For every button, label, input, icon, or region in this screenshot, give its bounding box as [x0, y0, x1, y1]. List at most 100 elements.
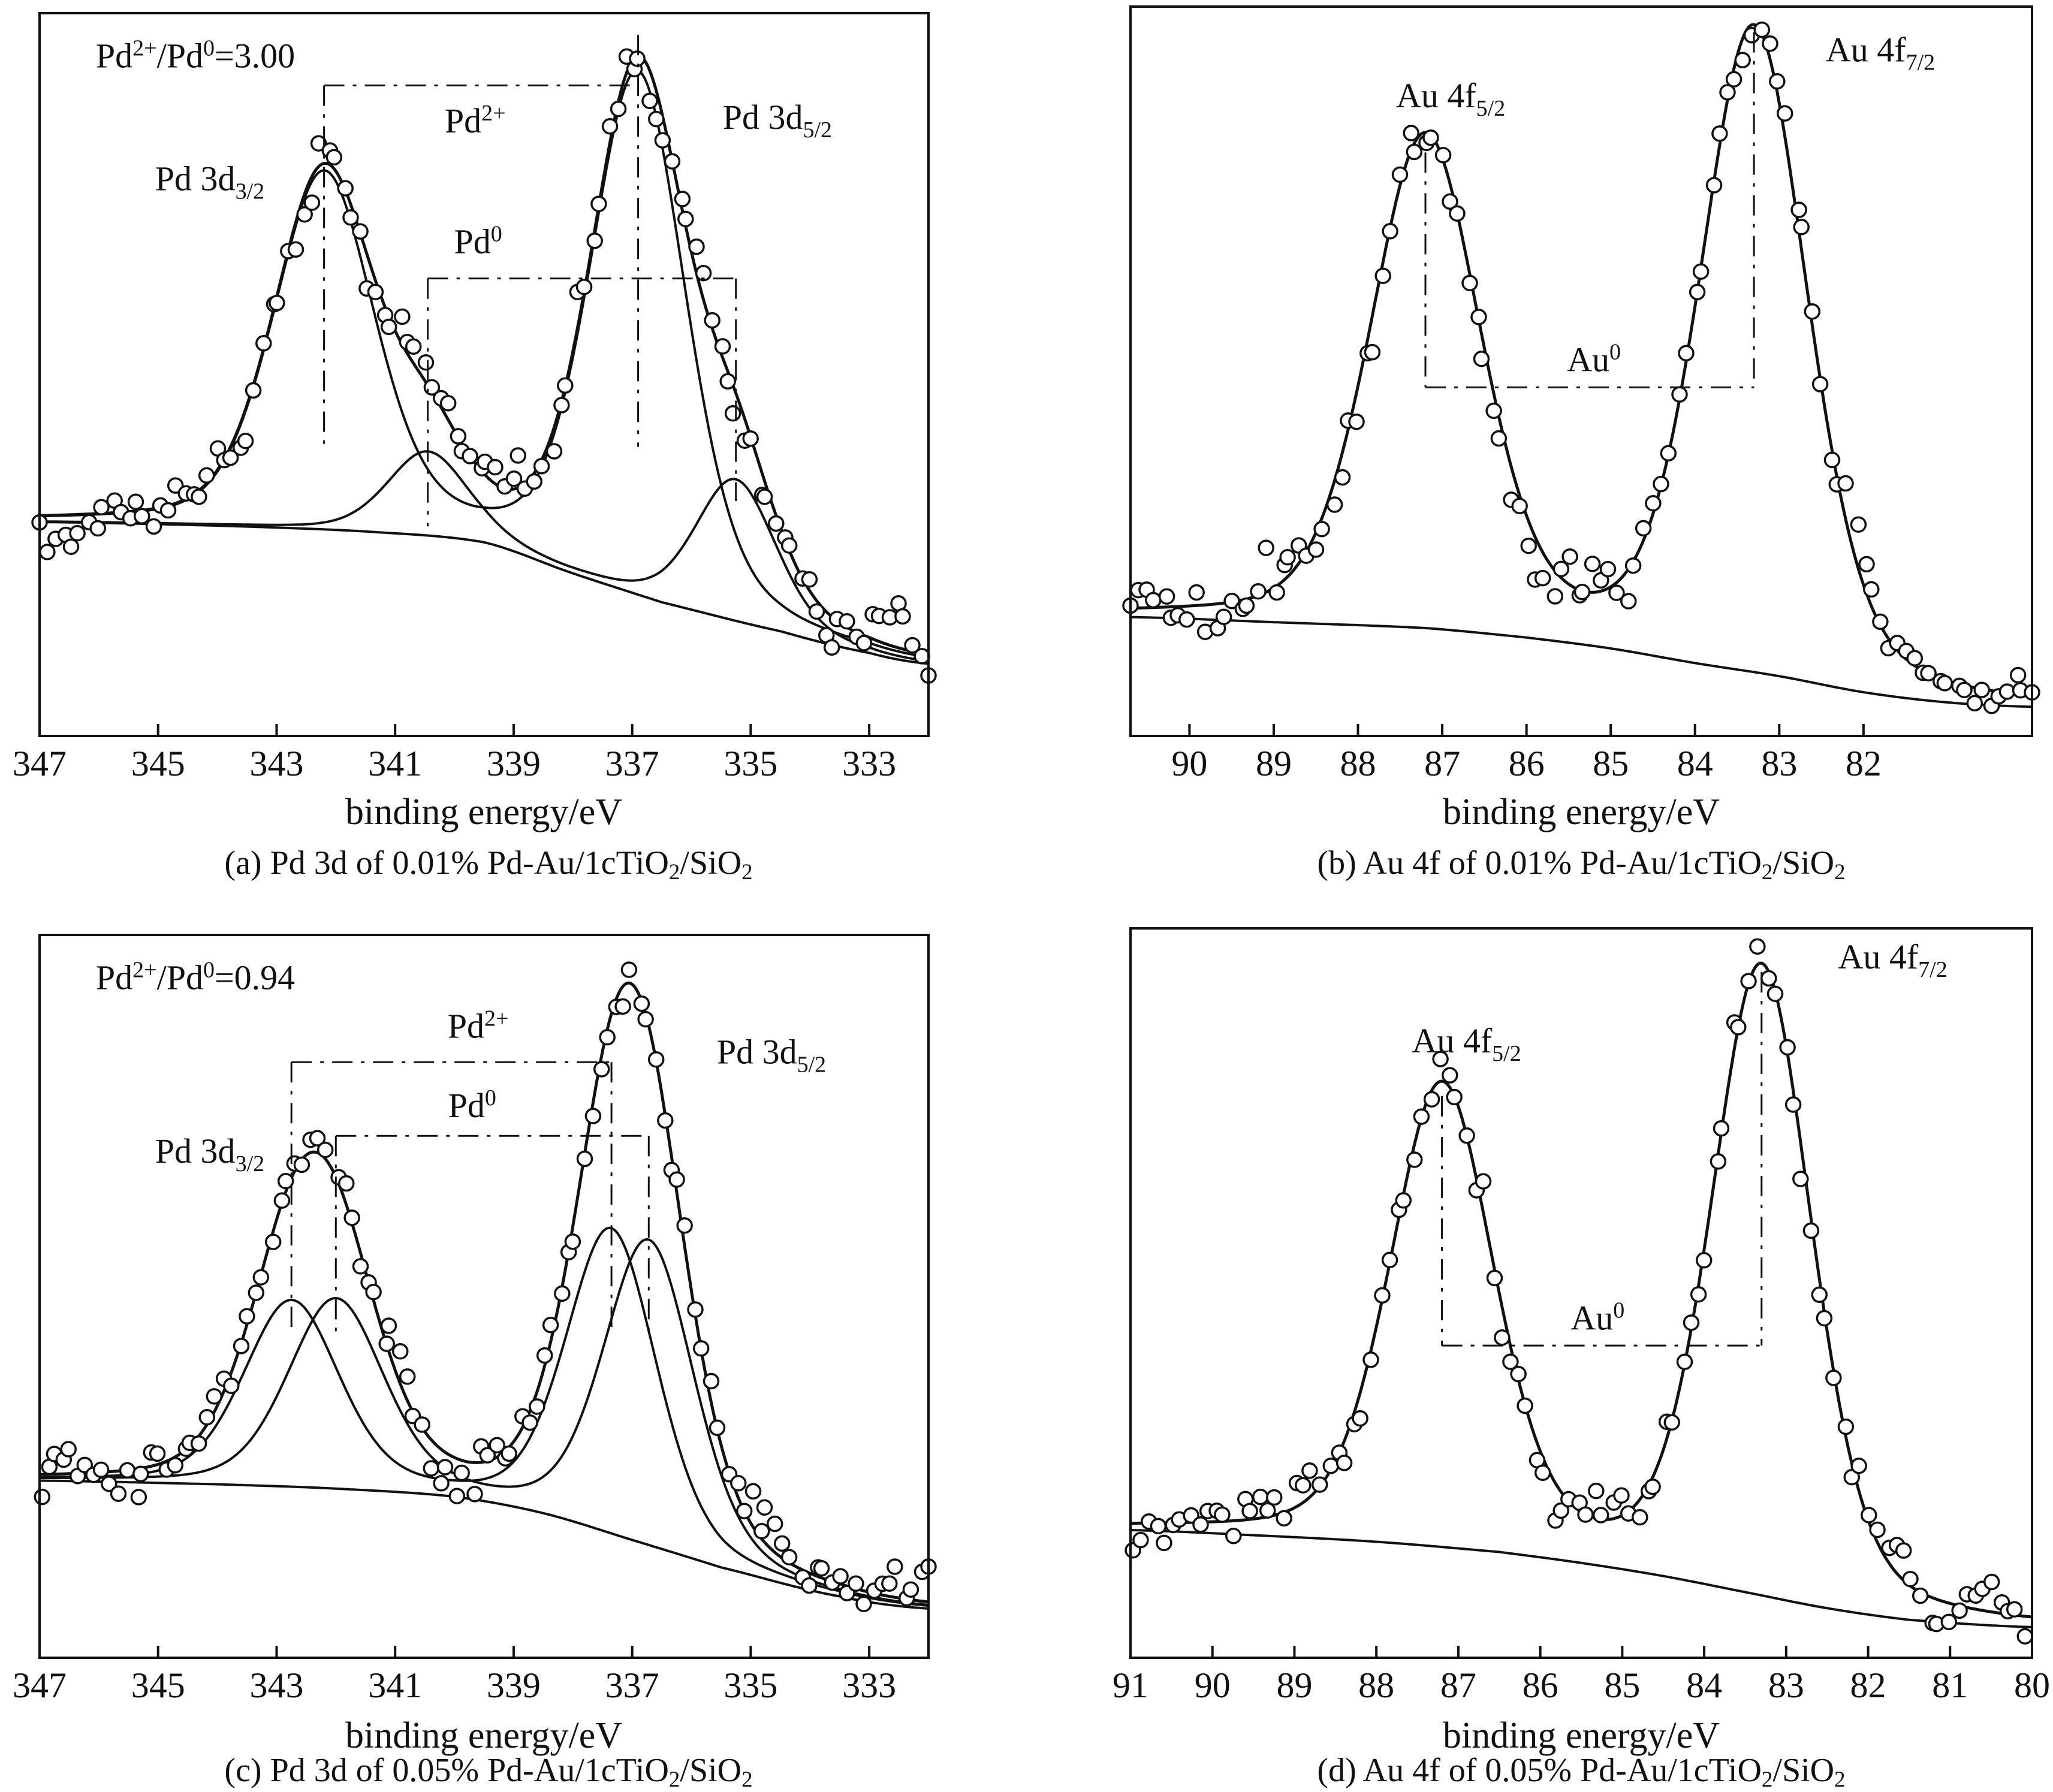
- data-point: [248, 1284, 265, 1301]
- data-point: [159, 502, 177, 519]
- data-point: [914, 648, 930, 665]
- data-point: [1395, 1192, 1412, 1209]
- data-point: [536, 1347, 553, 1364]
- envelope-curve: [39, 981, 929, 1604]
- data-point: [1348, 413, 1365, 430]
- data-point: [1510, 1365, 1527, 1383]
- data-point: [198, 1408, 216, 1426]
- data-point: [688, 238, 705, 255]
- data-point: [394, 308, 411, 325]
- data-point: [1461, 274, 1478, 291]
- component-curve-0: [40, 1226, 929, 1607]
- data-point: [1259, 1502, 1276, 1519]
- x-tick-label: 90: [1195, 1666, 1231, 1705]
- data-point: [223, 1377, 240, 1395]
- plot-annotation: Au 4f5/2: [1396, 76, 1505, 121]
- data-point: [1823, 451, 1841, 469]
- data-point: [132, 1465, 149, 1483]
- data-point: [1432, 1051, 1449, 1067]
- data-point: [576, 1150, 593, 1167]
- data-point: [1753, 21, 1771, 38]
- x-tick-label: 347: [13, 1666, 67, 1705]
- data-point: [287, 241, 305, 258]
- data-point: [145, 518, 162, 535]
- plot-annotation: Au 4f7/2: [1826, 30, 1935, 75]
- data-point: [269, 294, 285, 312]
- data-point: [1449, 205, 1466, 222]
- data-point: [1645, 494, 1662, 512]
- data-point: [1475, 1173, 1492, 1190]
- data-point: [1561, 548, 1578, 565]
- data-point: [855, 635, 873, 651]
- data-point: [60, 1441, 77, 1458]
- component-curve-0: [39, 69, 929, 659]
- data-point: [1998, 683, 2016, 700]
- data-point: [773, 1535, 791, 1552]
- data-point: [1940, 1613, 1958, 1630]
- fit-curves: [1130, 961, 2033, 1628]
- data-point: [1265, 1489, 1283, 1506]
- data-point: [92, 1461, 110, 1479]
- data-point: [1238, 597, 1255, 614]
- x-tick-label: 85: [1593, 744, 1629, 783]
- data-point: [110, 1485, 127, 1503]
- data-point: [1313, 520, 1330, 538]
- data-point: [703, 1372, 720, 1390]
- data-point: [730, 1475, 747, 1492]
- data-point: [1713, 1120, 1730, 1137]
- data-point: [1362, 1351, 1379, 1368]
- data-point: [1307, 541, 1325, 558]
- plot-annotation: Au0: [1567, 340, 1621, 379]
- data-point: [1837, 1418, 1855, 1435]
- data-point: [337, 180, 354, 197]
- data-point: [239, 1308, 255, 1325]
- data-point: [1406, 1151, 1423, 1168]
- axes: 347 345 343 341 339 337 335 333: [13, 934, 930, 1705]
- data-point: [1653, 475, 1669, 493]
- data-point: [1769, 73, 1786, 90]
- data-point: [668, 1171, 685, 1188]
- data-point: [1592, 1507, 1609, 1523]
- data-point: [839, 613, 855, 630]
- data-point: [342, 209, 359, 226]
- data-point: [1705, 177, 1723, 194]
- plot-frame: [38, 12, 930, 737]
- data-point: [647, 1051, 665, 1068]
- plot-annotation: Pd 3d3/2: [155, 1132, 264, 1176]
- data-point: [1588, 1482, 1605, 1500]
- x-tick-label: 337: [605, 744, 659, 783]
- data-point: [1793, 219, 1810, 236]
- x-tick-label: 339: [487, 744, 541, 783]
- data-point: [1374, 267, 1391, 284]
- plot-annotation: Au 4f7/2: [1838, 937, 1947, 982]
- x-tick-label: 343: [249, 1666, 303, 1705]
- data-point: [1258, 539, 1274, 556]
- data-point: [1730, 1019, 1747, 1036]
- data-point: [1520, 537, 1537, 554]
- plot-annotation: Pd2+/Pd0=3.00: [96, 35, 295, 75]
- data-point: [303, 194, 321, 211]
- data-point: [1624, 557, 1642, 574]
- x-tick-label: 341: [368, 1666, 422, 1705]
- data-point: [1766, 985, 1784, 1002]
- data-point: [1215, 608, 1232, 626]
- data-point: [542, 1317, 559, 1334]
- data-point: [1804, 303, 1821, 320]
- caption-c: (c) Pd 3d of 0.05% Pd-Au/1cTiO2/SiO2: [224, 1752, 753, 1792]
- data-point: [1863, 581, 1880, 598]
- data-point: [1446, 1088, 1463, 1106]
- data-point: [557, 377, 574, 394]
- data-point: [564, 1233, 581, 1250]
- plot-frame: [38, 934, 930, 1659]
- data-point: [832, 1568, 849, 1585]
- data-point: [277, 1172, 294, 1190]
- data-point: [255, 335, 272, 352]
- plot-frame: [1129, 5, 2033, 737]
- data-point: [1811, 1286, 1828, 1304]
- data-point: [1802, 1222, 1820, 1239]
- data-point: [1295, 1477, 1312, 1494]
- data-point: [450, 428, 467, 445]
- data-point: [1517, 1397, 1533, 1414]
